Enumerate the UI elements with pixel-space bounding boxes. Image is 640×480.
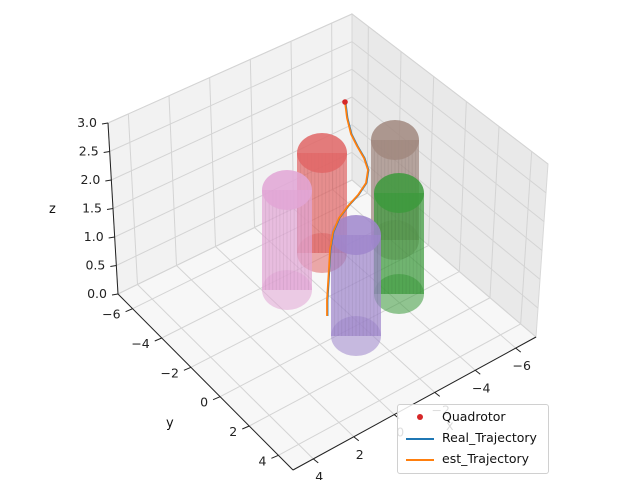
x-tick-label: −6: [513, 358, 531, 373]
x-grid-line: [428, 76, 435, 246]
z-tick-label: 3.0: [77, 115, 97, 130]
cylinder-purple: [331, 215, 381, 356]
x-tick-mark: [474, 369, 481, 375]
x-grid-line: [458, 101, 467, 272]
z-tick-label: 0.0: [87, 286, 107, 301]
x-grid-line: [176, 265, 355, 438]
x-tick-label: 2: [356, 447, 364, 462]
z-axis-label: z: [49, 202, 56, 217]
z-tick-mark: [111, 293, 119, 296]
x-tick-label: 4: [315, 469, 323, 480]
est-trajectory-line: [326, 101, 369, 316]
y-grid-line: [278, 323, 521, 456]
cylinder-top: [374, 173, 424, 213]
z-tick-mark: [106, 208, 114, 210]
obstacles: [262, 120, 424, 356]
x-grid-line: [137, 284, 314, 460]
legend-entry-quadrotor: Quadrotor: [398, 408, 550, 428]
y-grid-line: [127, 113, 138, 285]
x-tick-mark: [353, 436, 360, 442]
y-grid-line: [249, 59, 255, 228]
y-tick-label: −6: [102, 307, 120, 322]
x-tick-mark: [312, 458, 319, 464]
cylinder-top: [262, 170, 312, 210]
z-tick-label: 2.5: [79, 144, 99, 159]
legend-label: Quadrotor: [442, 409, 506, 424]
legend-entry-est-trajectory: est_Trajectory: [398, 450, 550, 470]
legend-line-icon: [406, 438, 434, 440]
legend-line-icon: [406, 459, 434, 461]
z-tick-label: 2.0: [80, 172, 100, 187]
z-tick-mark: [108, 236, 115, 239]
legend: Quadrotor Real_Trajectory est_Trajectory: [397, 404, 549, 474]
cylinder-top: [331, 215, 381, 255]
y-tick-label: −2: [160, 365, 178, 380]
z-tick-label: 1.0: [84, 229, 104, 244]
y-axis-label: y: [166, 416, 174, 431]
z-grid-line: [116, 151, 539, 309]
y-tick-mark: [271, 454, 279, 459]
y-tick-mark: [183, 366, 192, 371]
y-axis-edge: [117, 293, 294, 471]
legend-label: Real_Trajectory: [442, 430, 537, 445]
y-tick-labels: −6 −4 −2 0 2 4: [102, 307, 279, 468]
legend-dot-icon: [417, 414, 423, 420]
y-tick-label: 4: [258, 453, 266, 468]
z-grid-line: [107, 13, 549, 165]
y-grid-line: [249, 297, 491, 427]
z-grid-line: [109, 41, 547, 194]
z-tick-label: 1.5: [82, 201, 102, 216]
z-tick-mark: [105, 179, 112, 182]
z-tick-mark: [103, 151, 110, 153]
legend-entry-real-trajectory: Real_Trajectory: [398, 429, 550, 449]
z-tick-label: 0.5: [85, 258, 105, 273]
x-grid-line: [520, 151, 533, 324]
legend-label: est_Trajectory: [442, 451, 530, 466]
z-tick-mark: [110, 265, 117, 267]
y-tick-label: −4: [131, 336, 149, 351]
quadrotor-marker: [342, 99, 348, 105]
y-tick-mark: [154, 337, 162, 342]
z-grid-line: [117, 179, 537, 338]
x-tick-mark: [434, 392, 441, 397]
y-tick-mark: [242, 425, 250, 430]
x-grid-line: [489, 126, 500, 298]
cylinder-pink: [262, 170, 312, 310]
y-tick-mark: [125, 308, 133, 313]
z-grid-line: [111, 68, 545, 223]
cylinder-top: [297, 133, 347, 173]
z-tick-mark: [101, 122, 109, 125]
y-tick-mark: [212, 396, 221, 401]
y-grid-line: [168, 95, 177, 266]
cylinder-top: [371, 120, 419, 160]
x-grid-line: [215, 246, 395, 415]
y-tick-label: 0: [200, 395, 208, 410]
x-axis-edge: [292, 336, 537, 471]
y-tick-label: 2: [229, 424, 237, 439]
x-tick-label: −4: [472, 380, 490, 395]
x-tick-mark: [515, 347, 522, 353]
cylinder-green: [374, 173, 424, 314]
z-grid-line: [112, 96, 543, 251]
z-grid-line: [114, 124, 541, 280]
y-grid-line: [209, 77, 216, 247]
z-tick-labels: 0.0 0.5 1.0 1.5 2.0 2.5 3.0: [77, 115, 119, 301]
